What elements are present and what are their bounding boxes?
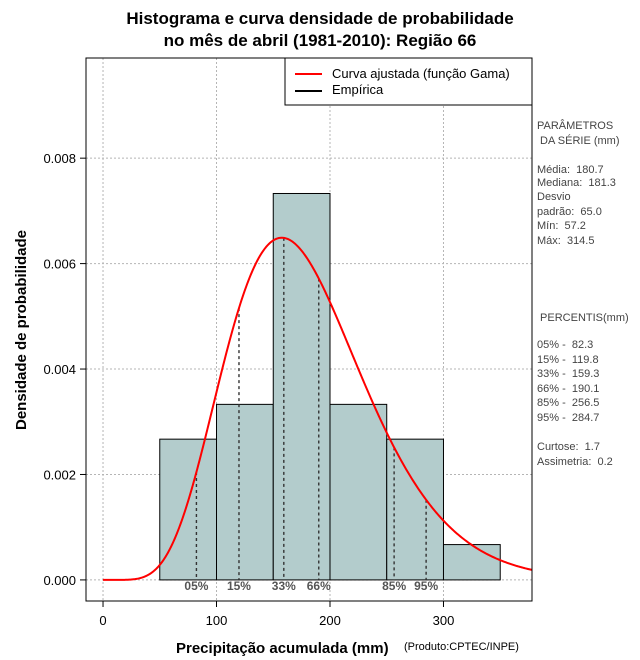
pct-85: 85% - 256.5 xyxy=(537,397,600,409)
x-tick-label: 200 xyxy=(319,613,341,628)
percentile-label: 85% xyxy=(382,579,406,593)
param-min: Mín: 57.2 xyxy=(537,220,586,232)
pct-05: 05% - 82.3 xyxy=(537,339,594,351)
source-note: (Produto:CPTEC/INPE) xyxy=(404,641,519,653)
pct-66: 66% - 190.1 xyxy=(537,383,600,395)
fitted-gamma-curve xyxy=(103,236,533,581)
percentile-lines xyxy=(195,237,427,580)
param-desvio-1: Desvio xyxy=(537,191,571,203)
param-heading-1: PARÂMETROS xyxy=(537,120,614,132)
percentile-label: 33% xyxy=(272,579,296,593)
y-axis-label: Densidade de probabilidade xyxy=(13,230,30,430)
percentile-label: 15% xyxy=(227,579,251,593)
histogram-bar xyxy=(329,403,388,581)
x-axis-label: Precipitação acumulada (mm) xyxy=(176,640,389,657)
y-tick-label: 0.000 xyxy=(43,573,76,588)
pct-95: 95% - 284.7 xyxy=(537,412,600,424)
y-tick-label: 0.008 xyxy=(43,151,76,166)
pct-heading: PERCENTIS(mm) xyxy=(537,312,629,324)
pct-33: 33% - 159.3 xyxy=(537,368,600,380)
pct-curtose: Curtose: 1.7 xyxy=(537,441,600,453)
y-tick-label: 0.006 xyxy=(43,257,76,272)
param-media: Média: 180.7 xyxy=(537,164,604,176)
histogram-bar xyxy=(442,544,501,581)
legend-empirical-label: Empírica xyxy=(332,82,384,97)
y-tick-label: 0.004 xyxy=(43,362,76,377)
pct-assimetria: Assimetria: 0.2 xyxy=(537,456,613,468)
param-max: Máx: 314.5 xyxy=(537,235,595,247)
histogram-bar xyxy=(159,438,218,581)
param-mediana: Mediana: 181.3 xyxy=(537,177,616,189)
param-heading-2: DA SÉRIE (mm) xyxy=(537,135,620,147)
y-tick-label: 0.002 xyxy=(43,467,76,482)
percentile-label: 66% xyxy=(307,579,331,593)
param-desvio-2: padrão: 65.0 xyxy=(537,206,602,218)
histogram-bars xyxy=(159,192,501,581)
percentile-labels: 05% 15% 33% 66% 85% 95% xyxy=(184,579,438,593)
legend-fitted-label: Curva ajustada (função Gama) xyxy=(332,66,510,81)
chart-title-line2: no mês de abril (1981-2010): Região 66 xyxy=(163,31,477,50)
legend: Curva ajustada (função Gama) Empírica xyxy=(284,57,533,106)
percentile-label: 95% xyxy=(414,579,438,593)
histogram-bar xyxy=(216,403,274,581)
x-tick-label: 0 xyxy=(99,613,106,628)
x-tick-label: 300 xyxy=(433,613,455,628)
percentile-label: 05% xyxy=(184,579,208,593)
x-tick-label: 100 xyxy=(206,613,228,628)
chart-title-line1: Histograma e curva densidade de probabil… xyxy=(126,9,514,28)
histogram-bar xyxy=(272,192,331,581)
axes: 0 100 200 300 0.000 0.002 0.004 0.006 0.008 xyxy=(43,151,454,628)
legend-box xyxy=(284,57,533,106)
pct-15: 15% - 119.8 xyxy=(537,354,599,366)
